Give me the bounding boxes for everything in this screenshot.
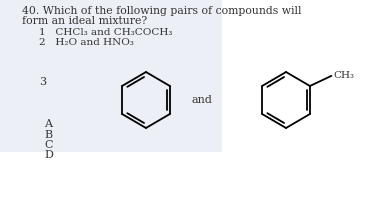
- Text: form an ideal mixture?: form an ideal mixture?: [22, 16, 147, 26]
- Text: C: C: [44, 140, 53, 150]
- Text: and: and: [192, 95, 213, 105]
- Text: 3: 3: [39, 77, 47, 87]
- Text: 40. Which of the following pairs of compounds will: 40. Which of the following pairs of comp…: [22, 6, 301, 16]
- Text: 1   CHCl₃ and CH₃COCH₃: 1 CHCl₃ and CH₃COCH₃: [39, 28, 173, 37]
- Text: B: B: [44, 130, 53, 140]
- Text: D: D: [44, 150, 53, 160]
- Text: 2   H₂O and HNO₃: 2 H₂O and HNO₃: [39, 38, 134, 47]
- Bar: [0, 0, 222, 152]
- Text: A: A: [44, 119, 52, 129]
- Text: CH₃: CH₃: [334, 71, 354, 80]
